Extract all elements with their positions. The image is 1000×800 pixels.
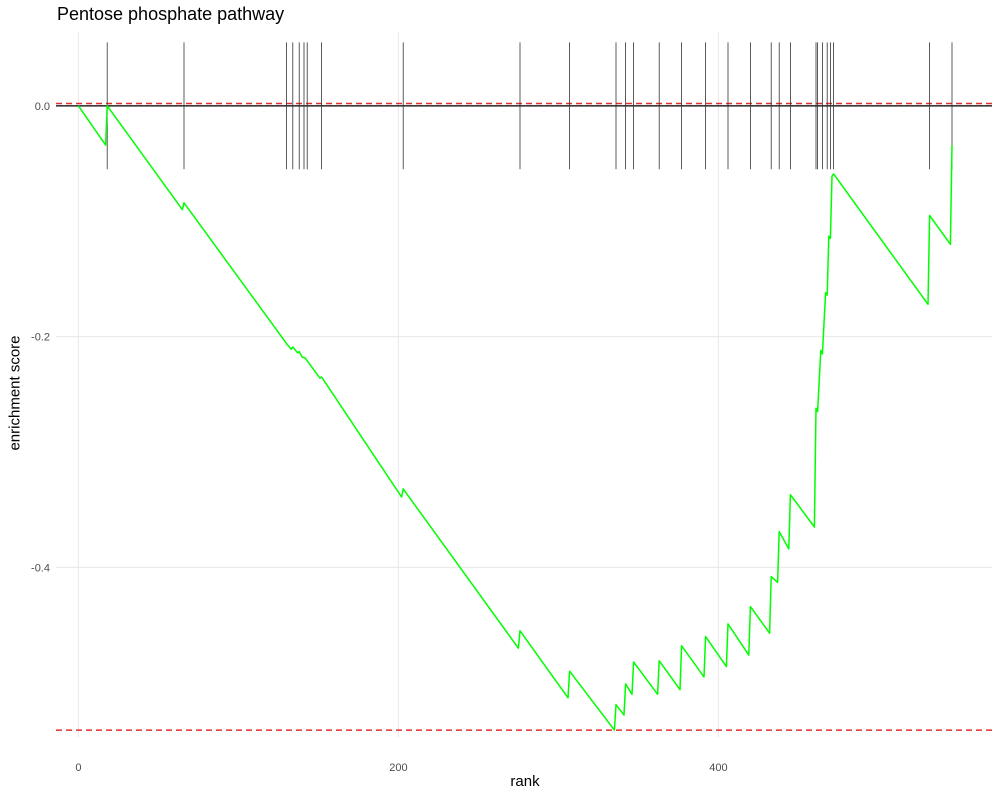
gene-hit-marks	[106, 42, 953, 170]
y-tick-label: -0.2	[31, 332, 50, 344]
y-axis-label: enrichment score	[6, 335, 24, 451]
x-tick-label: 400	[709, 762, 727, 774]
y-axis-ticks: 0.0 -0.2 -0.4	[31, 101, 50, 575]
enrichment-score-line	[77, 105, 953, 731]
x-axis-label: rank	[510, 773, 540, 790]
threshold-lines	[56, 102, 992, 731]
enrichment-curve	[77, 105, 953, 731]
y-tick-label: 0.0	[35, 101, 50, 113]
x-tick-label: 200	[389, 762, 407, 774]
chart-title: Pentose phosphate pathway	[57, 4, 285, 24]
grid-lines	[56, 32, 992, 737]
y-tick-label: -0.4	[31, 562, 50, 574]
x-axis-ticks: 0 200 400	[75, 762, 727, 774]
x-tick-label: 0	[75, 762, 81, 774]
